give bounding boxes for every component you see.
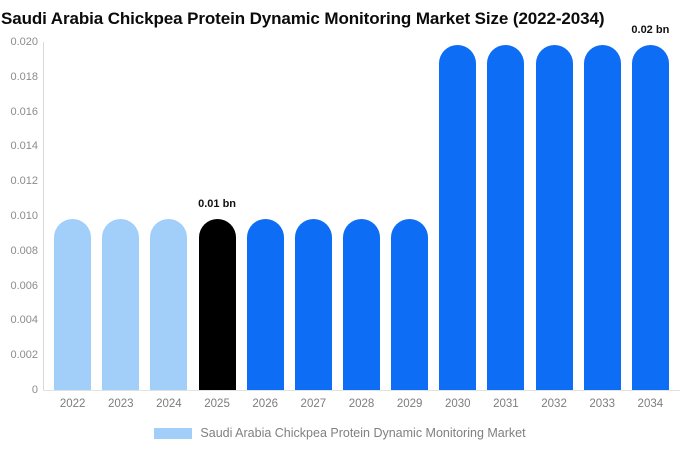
x-axis-tick-label: 2033 (589, 398, 615, 410)
bar-2028 (343, 219, 380, 390)
y-axis-tick-label: 0.012 (10, 175, 38, 188)
bar-2027 (294, 219, 332, 390)
x-axis-tick-label: 2025 (204, 398, 230, 410)
bar-2030 (439, 45, 477, 390)
bar-value-label: 0.01 bn (198, 198, 237, 211)
x-axis-tick-label: 2024 (156, 398, 182, 410)
x-axis-tick-label: 2027 (300, 398, 327, 410)
bar-2022 (54, 219, 92, 390)
bar-2023 (102, 219, 140, 390)
y-axis-tick-label: 0 (31, 384, 38, 396)
y-axis-tick-label: 0.010 (10, 210, 38, 222)
y-axis-tick-label: 0.014 (10, 140, 38, 153)
x-axis-tick-label: 2028 (348, 398, 375, 410)
bar-2033 (583, 45, 621, 390)
bar-2026 (246, 219, 284, 390)
legend-swatch (154, 427, 193, 439)
bar-value-label: 0.02 bn (631, 24, 670, 37)
x-axis-tick-label: 2022 (59, 398, 86, 410)
legend-label: Saudi Arabia Chickpea Protein Dynamic Mo… (200, 426, 526, 440)
y-axis-tick-label: 0.006 (10, 279, 38, 292)
y-axis-tick-label: 0.020 (10, 36, 38, 48)
x-axis-tick-label: 2026 (252, 398, 278, 410)
page-title: Saudi Arabia Chickpea Protein Dynamic Mo… (1, 9, 605, 28)
y-axis-tick-label: 0.008 (10, 244, 38, 257)
bar-2034 (631, 45, 669, 390)
x-axis-tick-label: 2032 (541, 398, 567, 410)
y-axis-tick-label: 0.018 (10, 70, 38, 83)
x-axis-tick-label: 2023 (107, 398, 134, 410)
legend[interactable]: Saudi Arabia Chickpea Protein Dynamic Mo… (0, 426, 680, 440)
bar-2032 (535, 45, 573, 390)
y-axis-tick-label: 0.016 (10, 105, 38, 118)
bar-2031 (487, 45, 525, 390)
bar-2029 (391, 219, 429, 390)
bar-2025 (198, 219, 236, 390)
x-axis-tick-label: 2029 (396, 398, 423, 410)
bar-2024 (150, 219, 188, 390)
y-axis-tick-label: 0.002 (10, 349, 38, 362)
x-axis-tick-label: 2034 (637, 398, 664, 410)
y-axis-line (43, 42, 44, 390)
y-axis-tick-label: 0.004 (10, 314, 38, 327)
x-axis-tick-label: 2031 (493, 398, 519, 410)
x-axis-line (43, 390, 680, 391)
x-axis-tick-label: 2030 (444, 398, 471, 410)
